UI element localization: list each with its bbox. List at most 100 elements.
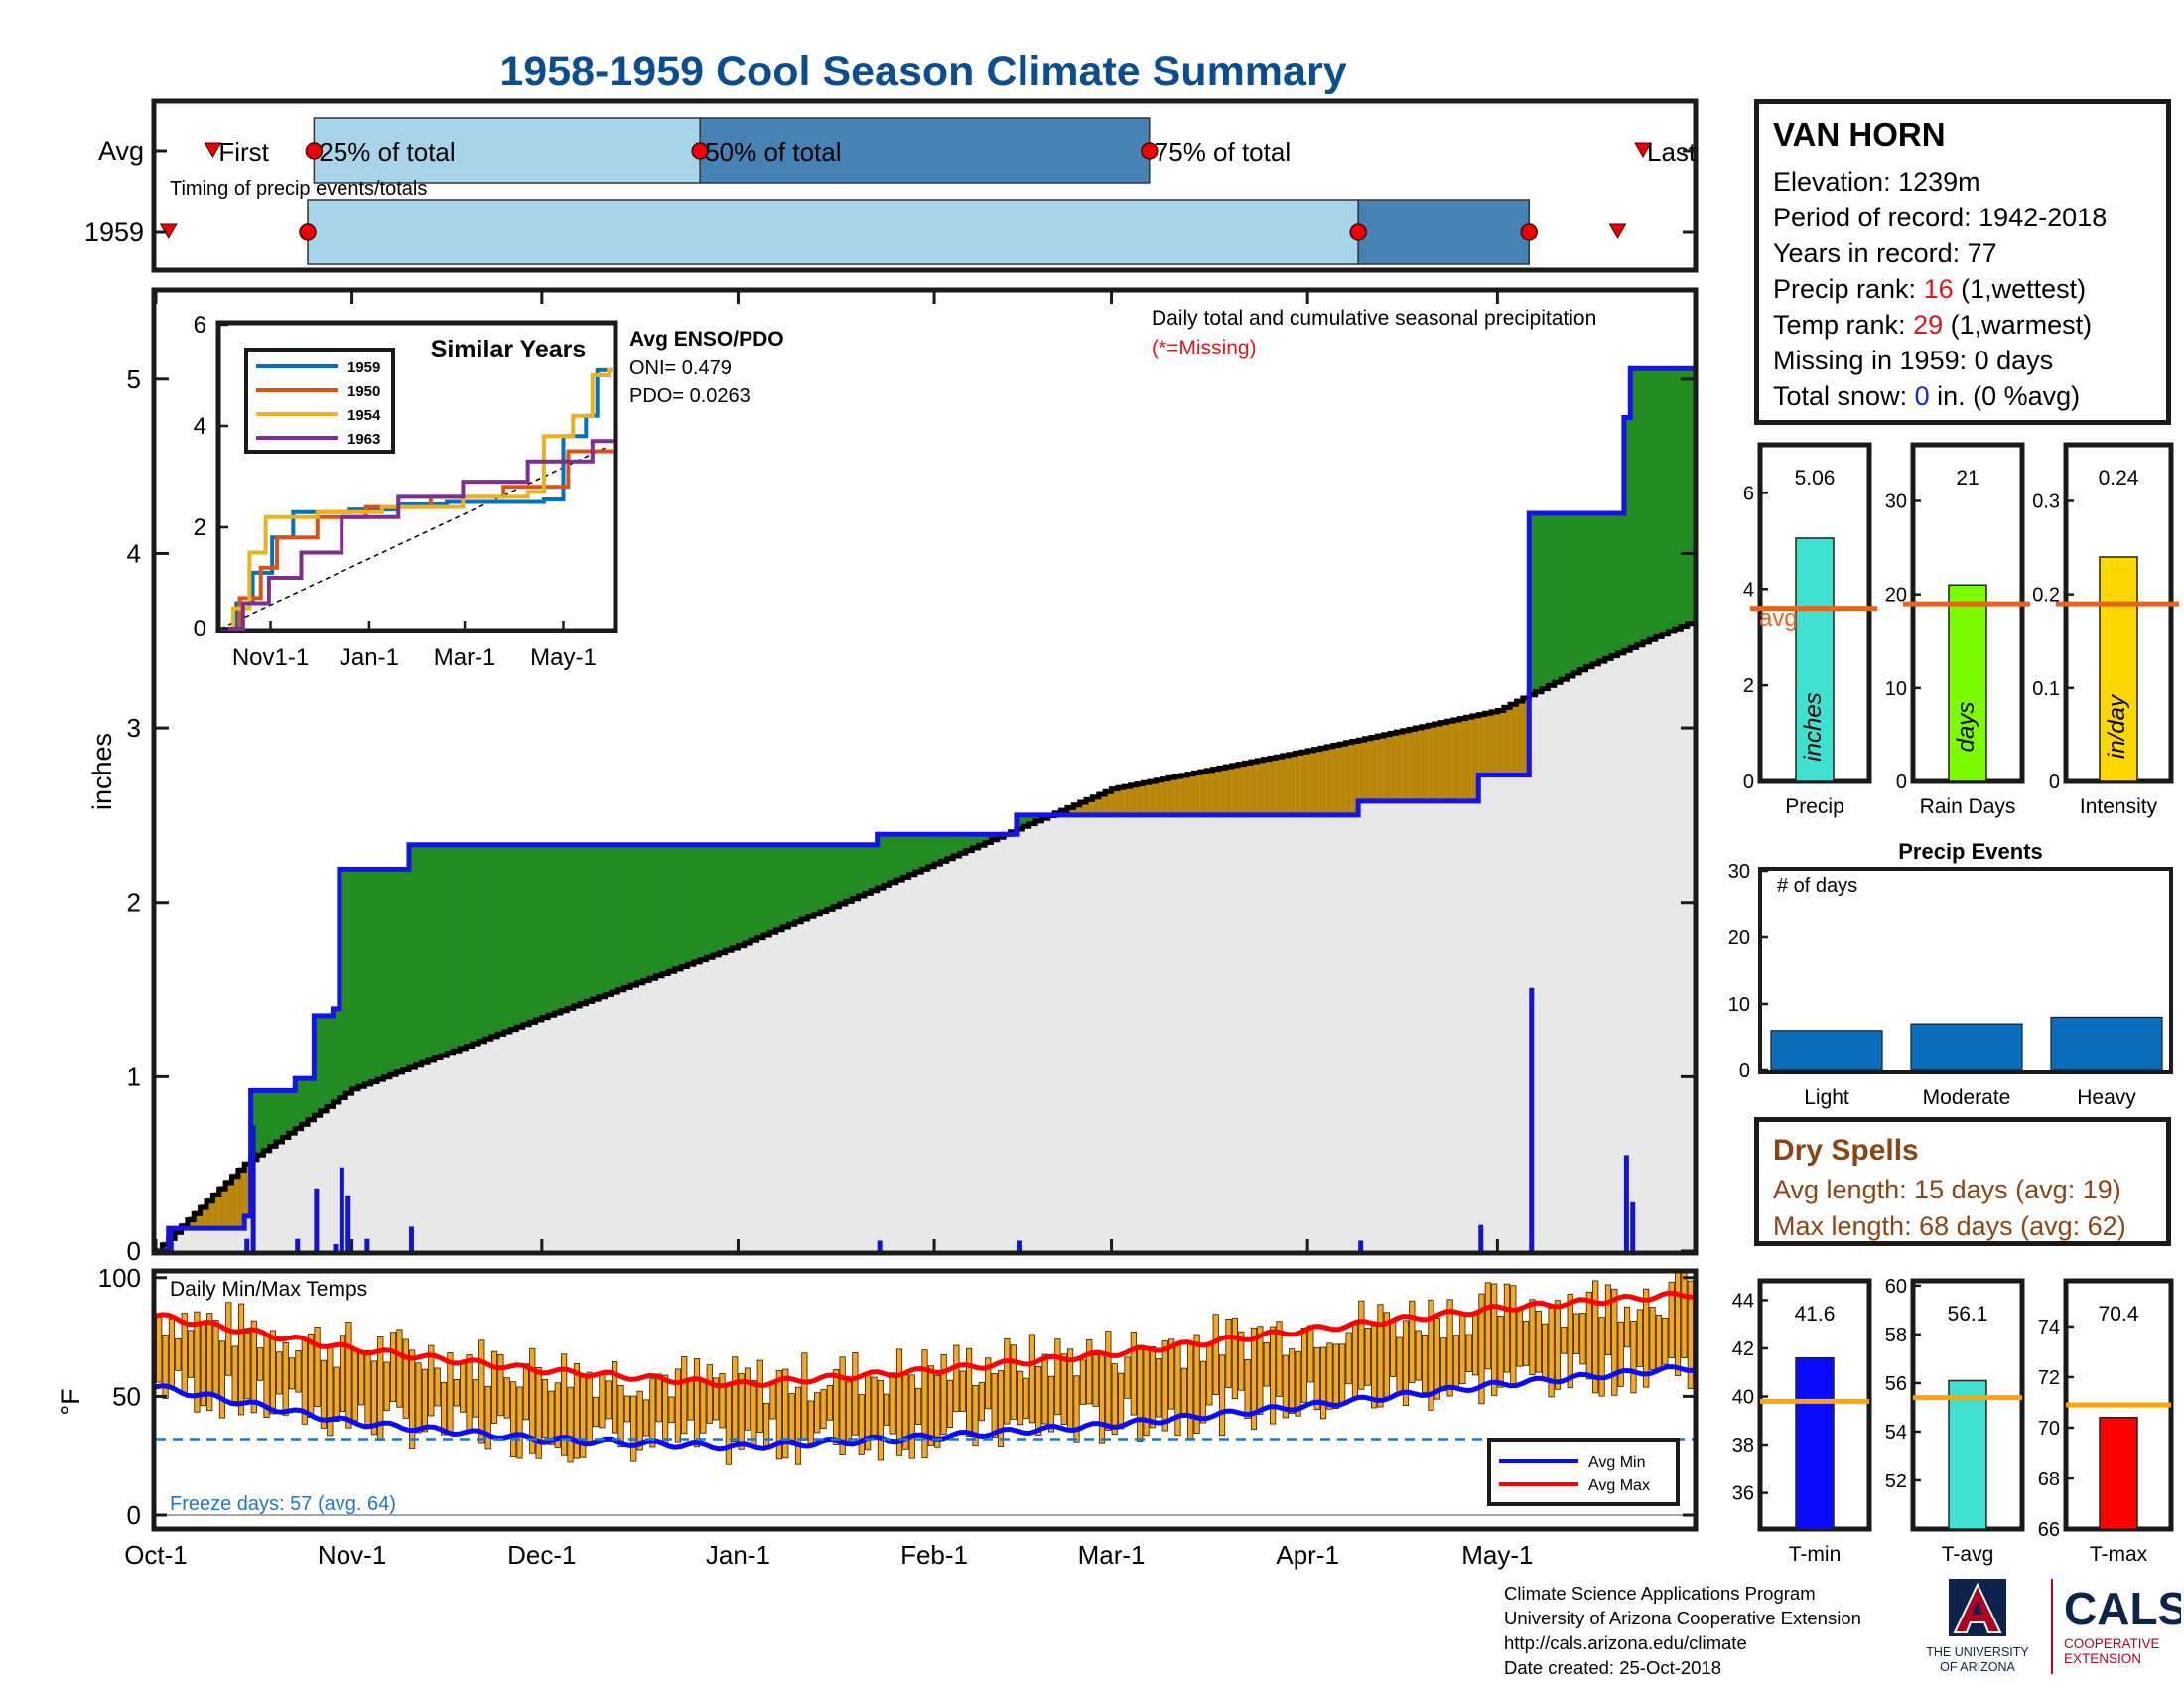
avg-fill-column <box>1332 744 1340 1251</box>
logos: THE UNIVERSITY OF ARIZONA CALS COOPERATI… <box>1926 1579 2181 1674</box>
daily-temp-bar <box>529 1347 536 1454</box>
daily-temp-bar <box>1561 1326 1568 1354</box>
below-avg-fill <box>1289 754 1297 815</box>
daily-temp-bar <box>231 1345 238 1402</box>
avg-fill-column <box>1289 754 1297 1251</box>
daily-temp-bar <box>573 1363 580 1459</box>
avg-fill-column <box>788 923 796 1251</box>
daily-temp-bar <box>415 1362 422 1434</box>
summary-y-tick-label: 2 <box>1743 675 1754 697</box>
above-avg-fill <box>1567 513 1574 675</box>
total-snow: Total snow: 0 in. (0 %avg) <box>1773 381 2081 411</box>
daily-temp-bar <box>1567 1293 1573 1389</box>
below-avg-fill <box>1339 743 1347 815</box>
events-y-tick-label: 0 <box>1739 1060 1750 1082</box>
below-avg-fill <box>1484 712 1492 775</box>
daily-temp-bar <box>1535 1310 1542 1373</box>
avg-fill-column <box>472 1042 479 1251</box>
above-avg-fill <box>592 844 600 998</box>
daily-temp-bar <box>333 1366 340 1423</box>
daily-temp-bar <box>1092 1354 1099 1407</box>
avg-fill-column <box>263 1148 271 1251</box>
below-avg-fill <box>1471 715 1479 801</box>
missing-note: (*=Missing) <box>1152 337 1257 359</box>
daily-temp-bar <box>1017 1370 1024 1426</box>
avg-fill-column <box>1193 772 1201 1251</box>
below-avg-fill <box>1409 728 1417 801</box>
avg-fill-column <box>642 979 650 1251</box>
above-avg-fill <box>560 844 568 1010</box>
above-avg-fill <box>1016 814 1024 828</box>
above-avg-fill <box>1668 368 1676 631</box>
avg-fill-column <box>1218 767 1226 1251</box>
daily-temp-bar <box>428 1344 435 1417</box>
below-avg-fill <box>1218 767 1226 815</box>
daily-temp-bar <box>1478 1293 1485 1405</box>
below-avg-fill <box>1263 759 1271 815</box>
below-avg-fill <box>1111 787 1119 815</box>
below-avg-fill <box>1174 775 1182 815</box>
event-category-label: Moderate <box>1923 1086 2011 1109</box>
daily-temp-bar <box>225 1302 232 1376</box>
daily-temp-bar <box>1212 1314 1219 1396</box>
avg-fill-column <box>1180 774 1188 1251</box>
daily-temp-bar <box>807 1400 814 1447</box>
above-avg-fill <box>1554 513 1562 681</box>
timing-marker <box>1141 142 1159 160</box>
daily-temp-bar <box>1295 1350 1301 1417</box>
daily-temp-bar <box>1452 1335 1460 1388</box>
above-avg-fill <box>295 1078 303 1127</box>
avg-fill-column <box>751 938 758 1251</box>
avg-fill-column <box>1263 759 1271 1251</box>
below-avg-fill <box>1383 734 1391 801</box>
summary-panel-frame <box>1910 1278 2025 1532</box>
below-avg-fill <box>1295 752 1302 815</box>
avg-fill-column <box>1143 781 1151 1251</box>
daily-temp-bar <box>1332 1343 1339 1409</box>
summary-bar-t-max <box>2099 1417 2138 1530</box>
daily-temp-bar <box>599 1374 606 1429</box>
above-avg-fill <box>250 1090 258 1158</box>
avg-fill-column <box>1282 755 1290 1251</box>
daily-temp-bar <box>959 1370 966 1412</box>
events-y-tick-label: 30 <box>1728 861 1750 883</box>
main-chart-area: First 25% of total 50% of total 75% of tota… <box>56 98 1699 1570</box>
timing-first-last-marker <box>1634 142 1652 159</box>
inset-y-tick-label: 6 <box>194 312 206 339</box>
daily-temp-bar <box>978 1381 985 1422</box>
avg-fill-column <box>1478 713 1486 1251</box>
x-tick-label: Dec-1 <box>507 1540 576 1570</box>
above-avg-fill <box>554 844 562 1012</box>
summary-y-tick-label: 6 <box>1743 483 1754 504</box>
daily-temp-bar <box>801 1352 808 1441</box>
below-avg-fill <box>1491 711 1498 775</box>
daily-temp-bar <box>484 1385 491 1450</box>
below-avg-fill <box>1269 757 1277 815</box>
below-avg-fill <box>1459 717 1467 801</box>
avg-fill-column <box>402 1068 410 1251</box>
avg-fill-column <box>1396 731 1404 1251</box>
summary-y-tick-label: 10 <box>1885 678 1907 700</box>
daily-temp-bar <box>535 1367 542 1459</box>
avg-fill-column <box>908 873 916 1251</box>
daily-temp-bar <box>1630 1321 1637 1394</box>
daily-temp-bar <box>852 1352 859 1436</box>
y-tick-label: 3 <box>127 713 141 743</box>
avg-fill-column <box>1339 743 1347 1251</box>
above-avg-fill <box>440 844 448 1055</box>
avg-fill-column <box>1643 640 1650 1251</box>
below-avg-fill <box>1307 750 1315 815</box>
above-avg-fill <box>751 844 758 939</box>
avg-fill-column <box>314 1113 322 1251</box>
avg-fill-column <box>1604 657 1612 1251</box>
avg-fill-column <box>611 990 618 1251</box>
daily-temp-bar <box>358 1349 365 1406</box>
avg-fill-column <box>1572 671 1580 1251</box>
daily-precip-bar <box>168 1228 174 1251</box>
daily-temp-bar <box>466 1354 473 1433</box>
daily-temp-bar <box>1415 1330 1422 1381</box>
avg-fill-column <box>858 894 866 1251</box>
enso-pdo: PDO= 0.0263 <box>629 385 751 407</box>
daily-temp-bar <box>567 1386 574 1463</box>
below-avg-fill <box>1319 747 1327 815</box>
